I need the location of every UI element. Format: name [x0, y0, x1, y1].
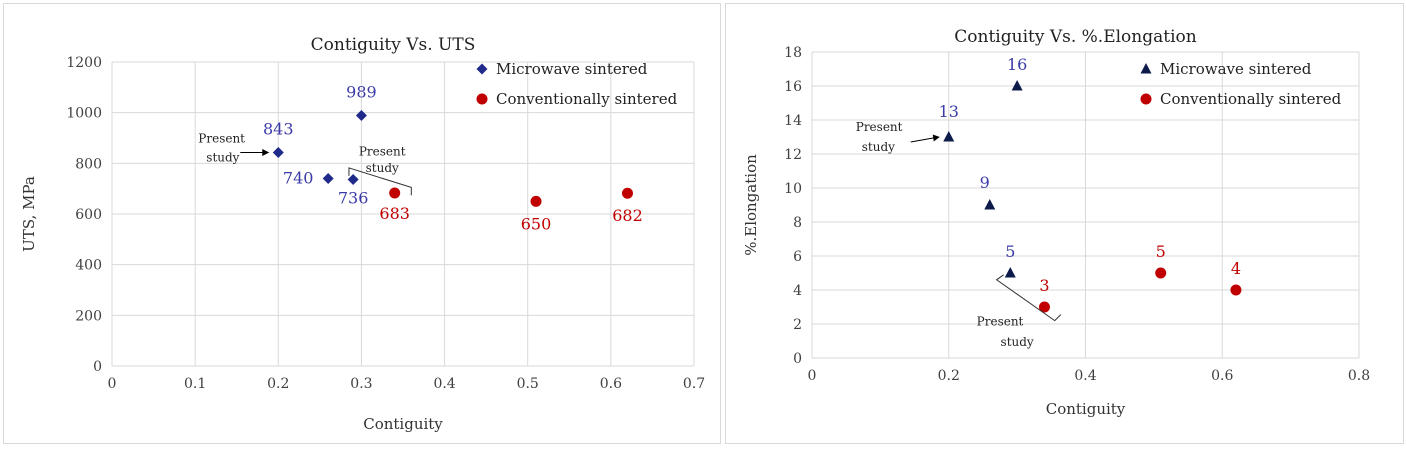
data-label: 3 [1039, 276, 1049, 295]
data-label: 989 [346, 82, 377, 101]
data-point-circle [1155, 267, 1167, 279]
data-point-diamond [347, 174, 359, 186]
y-tick-label: 1000 [66, 106, 102, 122]
data-label: 5 [1005, 242, 1015, 261]
data-point-circle [1230, 284, 1242, 296]
x-tick-label: 0.4 [433, 376, 455, 392]
annotation-text: Present [856, 120, 903, 134]
data-point-diamond [322, 173, 334, 185]
chart-title: Contiguity Vs. %.Elongation [954, 27, 1196, 47]
x-tick-label: 0.6 [1211, 368, 1233, 384]
legend-marker [476, 63, 488, 75]
y-tick-label: 18 [784, 45, 802, 61]
data-point-triangle [1004, 267, 1016, 278]
data-point-triangle [1011, 80, 1023, 91]
data-point-circle [621, 187, 633, 199]
annotation-bracket [348, 167, 412, 196]
data-point-circle [530, 195, 542, 207]
x-axis-label: Contiguity [363, 415, 443, 433]
annotation-text: study [366, 161, 399, 175]
x-axis-label: Contiguity [1046, 400, 1126, 418]
y-tick-label: 8 [793, 215, 802, 231]
data-label: 683 [379, 204, 410, 223]
annotation-arrowhead [262, 148, 270, 156]
y-axis-label: %.Elongation [742, 154, 760, 256]
y-tick-label: 14 [784, 113, 802, 129]
annotation-text: Present [977, 315, 1024, 329]
y-tick-label: 200 [75, 308, 102, 324]
y-tick-label: 400 [75, 258, 102, 274]
data-point-circle [389, 187, 401, 199]
data-label: 650 [521, 214, 552, 233]
x-tick-label: 0.2 [267, 376, 289, 392]
chart-title: Contiguity Vs. UTS [311, 35, 476, 55]
legend-marker [1140, 93, 1152, 105]
data-label: 682 [612, 206, 643, 225]
x-tick-label: 0.8 [1348, 368, 1370, 384]
data-label: 13 [939, 102, 959, 121]
annotation-text: study [206, 150, 239, 164]
x-tick-label: 0.7 [683, 376, 705, 392]
x-tick-label: 0 [808, 368, 817, 384]
annotation-text: Present [198, 131, 245, 145]
annotation-arrowhead [932, 134, 940, 142]
data-label: 740 [283, 169, 314, 188]
legend-marker [1140, 63, 1152, 74]
x-tick-label: 0.2 [938, 368, 960, 384]
data-point-circle [1038, 301, 1050, 313]
legend-entry: Microwave sintered [1160, 60, 1312, 78]
y-tick-label: 10 [784, 181, 802, 197]
data-label: 9 [980, 173, 990, 192]
annotation-text: study [862, 140, 895, 154]
y-tick-label: 16 [784, 79, 802, 95]
legend-marker [476, 93, 488, 105]
data-label: 4 [1231, 259, 1241, 278]
y-tick-label: 6 [793, 249, 802, 265]
y-tick-label: 0 [793, 351, 802, 367]
elongation-chart-panel: 0 0.2 0.4 0.6 0.8 0 2 4 6 8 10 12 14 16 18 Contiguity V… [725, 3, 1404, 444]
data-point-triangle [943, 131, 955, 142]
data-label: 16 [1007, 55, 1027, 74]
x-tick-label: 0.3 [350, 376, 372, 392]
uts-chart-panel: 0 0.1 0.2 0.3 0.4 0.5 0.6 0.7 0 200 400 600 800 1000 1… [3, 3, 721, 444]
x-tick-label: 0 [108, 376, 117, 392]
annotation-text: study [1001, 335, 1034, 349]
elongation-chart: 0 0.2 0.4 0.6 0.8 0 2 4 6 8 10 12 14 16 18 Contiguity V… [742, 27, 1370, 418]
legend-entry: Conventionally sintered [496, 90, 678, 108]
legend-entry: Microwave sintered [496, 60, 648, 78]
data-point-diamond [355, 109, 367, 121]
x-tick-label: 0.1 [184, 376, 206, 392]
uts-chart: 0 0.1 0.2 0.3 0.4 0.5 0.6 0.7 0 200 400 600 800 1000 1… [20, 35, 705, 433]
data-label: 843 [263, 119, 294, 138]
y-tick-label: 12 [784, 147, 802, 163]
y-tick-label: 600 [75, 207, 102, 223]
annotation-text: Present [359, 145, 406, 159]
y-tick-label: 800 [75, 156, 102, 172]
x-tick-label: 0.6 [600, 376, 622, 392]
y-axis-label: UTS, MPa [20, 176, 38, 252]
legend-entry: Conventionally sintered [1160, 90, 1342, 108]
x-tick-label: 0.4 [1074, 368, 1096, 384]
y-tick-label: 0 [93, 359, 102, 375]
y-tick-label: 4 [793, 283, 802, 299]
y-tick-label: 2 [793, 317, 802, 333]
data-point-triangle [984, 199, 996, 210]
data-point-diamond [272, 146, 284, 158]
x-tick-label: 0.5 [517, 376, 539, 392]
data-label: 5 [1156, 242, 1166, 261]
y-tick-label: 1200 [66, 55, 102, 71]
data-label: 736 [338, 189, 369, 208]
annotation-bracket [995, 274, 1062, 322]
